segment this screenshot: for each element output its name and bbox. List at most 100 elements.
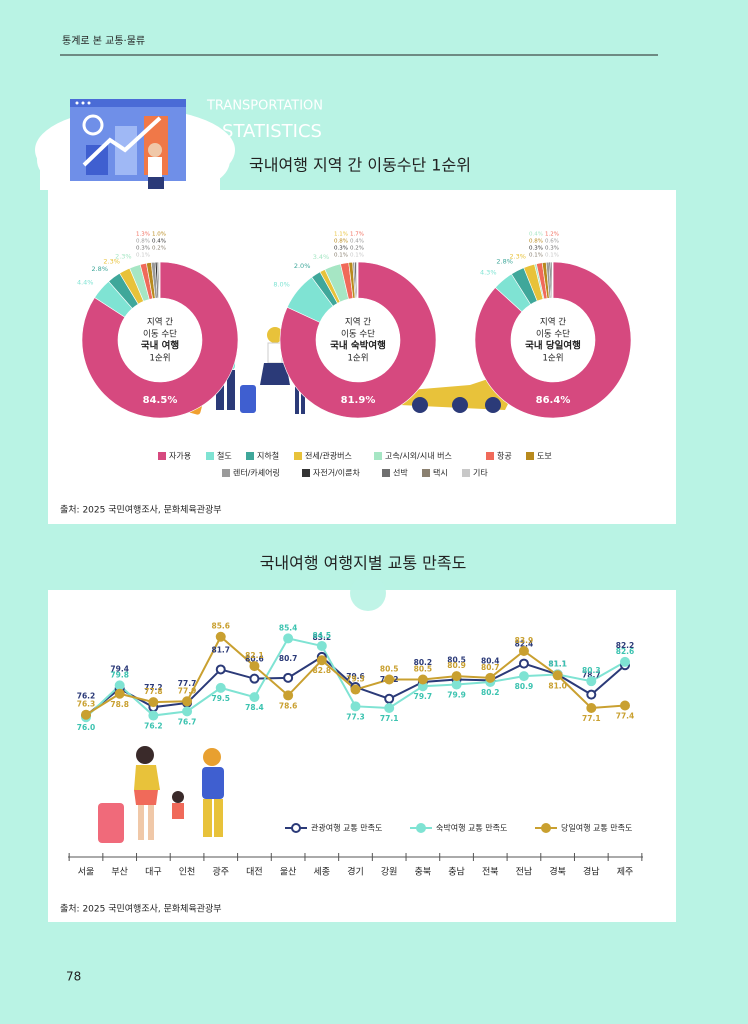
legend-marker (291, 823, 301, 833)
center-label: 1순위 (542, 354, 563, 364)
point (350, 684, 361, 695)
value-label: 81.9% (341, 395, 376, 406)
value-label: 0.3% (529, 246, 543, 252)
point (182, 706, 193, 717)
point (451, 679, 462, 690)
center-label: 이동 수단 (143, 329, 177, 340)
x-tick-label: 대전 (246, 867, 263, 878)
value-label: 82.8 (313, 666, 332, 675)
value-label: 79.6 (346, 672, 365, 681)
banner-illustration (70, 99, 186, 189)
point (552, 670, 563, 681)
legend-swatch (486, 452, 494, 460)
point (384, 703, 395, 714)
value-label: 0.8% (529, 239, 543, 245)
legend-swatch (246, 452, 254, 460)
legend-label: 항공 (497, 452, 512, 461)
value-label: 0.3% (545, 246, 559, 252)
legend-marker (541, 823, 551, 833)
legend-marker (416, 823, 426, 833)
point (620, 700, 630, 711)
center-label: 국내 당일여행 (525, 340, 581, 352)
value-label: 8.0% (273, 280, 290, 288)
value-label: 79.5 (211, 694, 230, 703)
value-label: 80.6 (245, 655, 264, 664)
legend-swatch (374, 452, 382, 460)
value-label: 86.4% (536, 395, 571, 406)
value-label: 0.1% (529, 253, 543, 259)
value-label: 80.5 (447, 656, 466, 665)
value-label: 78.7 (582, 671, 601, 680)
point (316, 640, 327, 651)
legend-label: 당일여행 교통 만족도 (561, 823, 632, 833)
value-label: 82.1 (245, 651, 264, 660)
legend-label: 자전거/이륜차 (313, 468, 360, 478)
value-label: 1.3% (136, 232, 150, 238)
center-label: 1순위 (149, 354, 170, 364)
value-label: 80.9 (447, 661, 466, 670)
value-label: 4.4% (77, 278, 94, 286)
value-label: 82.6 (616, 647, 635, 656)
value-label: 83.9 (515, 636, 534, 645)
value-label: 81.1 (548, 659, 567, 668)
point (586, 703, 597, 714)
point (215, 682, 226, 693)
value-label: 4.3% (480, 269, 497, 277)
family-illustration (98, 746, 224, 843)
point (215, 664, 226, 675)
banner-line: TRANSPORTATION (206, 99, 323, 114)
legend-label: 지하철 (257, 451, 279, 461)
center-label: 이동 수단 (341, 329, 375, 340)
value-label: 76.2 (77, 692, 96, 701)
value-label: 78.6 (279, 701, 298, 710)
value-label: 0.1% (350, 253, 364, 259)
value-label: 78.8 (110, 700, 129, 709)
value-label: 79.9 (447, 691, 466, 700)
value-label: 2.3% (115, 253, 132, 261)
value-label: 79.8 (110, 670, 129, 679)
value-label: 0.4% (350, 239, 364, 245)
value-label: 80.5 (414, 665, 433, 674)
value-label: 0.1% (545, 253, 559, 259)
point (283, 672, 294, 683)
x-tick-label: 서울 (78, 867, 95, 878)
point (518, 671, 529, 682)
legend-swatch (206, 452, 214, 460)
value-label: 0.3% (136, 246, 150, 252)
value-label: 2.3% (103, 258, 120, 266)
value-label: 2.8% (91, 265, 108, 273)
value-label: 76.7 (178, 717, 197, 726)
x-tick-label: 전남 (516, 867, 533, 878)
value-label: 81.0 (548, 681, 567, 690)
point (451, 671, 462, 682)
value-label: 1.7% (350, 232, 364, 238)
point (485, 672, 496, 683)
x-tick-label: 경북 (549, 866, 566, 878)
point (114, 688, 125, 699)
legend-label: 기타 (473, 469, 488, 478)
value-label: 76.2 (144, 722, 163, 731)
value-label: 80.5 (380, 665, 399, 674)
point (283, 690, 294, 701)
value-label: 0.4% (529, 232, 543, 238)
value-label: 81.7 (211, 645, 230, 654)
legend-swatch (462, 469, 470, 477)
legend-label: 렌터/카셰어링 (233, 468, 280, 478)
x-tick-label: 강원 (381, 867, 398, 878)
source: 출처: 2025 국민여행조사, 문화체육관광부 (60, 903, 222, 915)
value-label: 1.1% (334, 232, 348, 238)
value-label: 0.2% (152, 246, 166, 252)
legend-label: 자가용 (169, 452, 191, 461)
decor-circle (350, 575, 386, 611)
header: 통계로 본 교통·물류 (62, 35, 145, 47)
x-tick-label: 세종 (314, 867, 331, 878)
legend-swatch (422, 469, 430, 477)
value-label: 84.5 (313, 631, 332, 640)
x-tick-label: 부산 (111, 867, 128, 878)
point (518, 645, 529, 656)
value-label: 77.8 (144, 687, 163, 696)
value-label: 76.0 (77, 723, 96, 732)
legend-label: 고속/시외/시내 버스 (385, 451, 452, 461)
